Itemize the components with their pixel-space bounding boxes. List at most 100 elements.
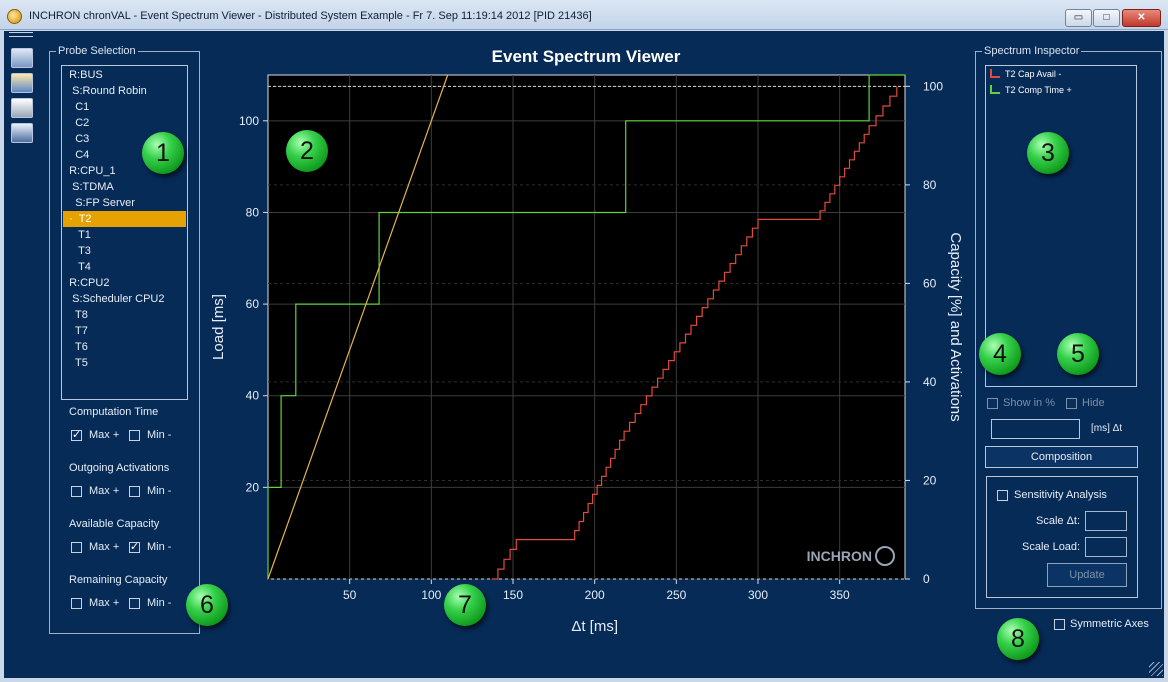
app-icon: [7, 9, 22, 24]
inspector-item-label: T2 Comp Time +: [1005, 85, 1072, 95]
save-icon[interactable]: [11, 73, 33, 93]
y2-tick-label: 0: [923, 572, 930, 586]
remaining-capacity-label: Remaining Capacity: [69, 574, 168, 586]
inchron-logo-icon: [875, 546, 895, 566]
y2-tick-label: 20: [923, 473, 937, 487]
series-line: [491, 86, 898, 580]
print-icon[interactable]: [11, 98, 33, 118]
probe-tree[interactable]: R:BUS S:Round Robin C1 C2 C3 C4 R:CPU_1 …: [61, 65, 188, 400]
symmetric-axes-checkbox[interactable]: [1054, 619, 1065, 630]
inspector-item-label: T2 Cap Avail -: [1005, 69, 1062, 79]
y-tick-label: 40: [246, 389, 260, 403]
y2-axis-label: Capacity [%] and Activations: [947, 232, 964, 421]
callout-marker-1: 1: [142, 132, 184, 174]
probe-item[interactable]: T7: [63, 325, 88, 337]
spectrum-inspector-legend: Spectrum Inspector: [984, 45, 1080, 57]
show-in-percent-checkbox[interactable]: [987, 398, 998, 409]
probe-item[interactable]: S:Scheduler CPU2: [63, 293, 165, 305]
computation-time-max-checkbox[interactable]: [71, 428, 82, 441]
series-line: [267, 74, 905, 579]
event-spectrum-chart[interactable]: 50 100 150 200 250 300 350 20 40 60 80 100 0 20 40 60 80…: [209, 67, 967, 640]
minimize-button[interactable]: ▭: [1065, 9, 1092, 27]
series-line: [267, 74, 449, 580]
resize-grip[interactable]: [1149, 662, 1163, 676]
available-capacity-min-label: Min -: [147, 541, 172, 553]
remaining-capacity-max-checkbox[interactable]: [71, 598, 82, 609]
callout-marker-3: 3: [1027, 132, 1069, 174]
x-tick-label: 250: [666, 588, 686, 602]
show-in-percent-label: Show in %: [1003, 397, 1055, 409]
probe-item[interactable]: S:FP Server: [63, 197, 135, 209]
inchron-watermark: INCHRON: [807, 548, 872, 564]
probe-item[interactable]: S:TDMA: [63, 181, 114, 193]
probe-item[interactable]: R:CPU2: [63, 277, 110, 289]
probe-item[interactable]: T4: [63, 261, 91, 273]
hide-checkbox[interactable]: [1066, 398, 1077, 409]
y2-tick-label: 40: [923, 375, 937, 389]
callout-marker-7: 7: [444, 584, 486, 626]
toolbar-grip[interactable]: [9, 32, 33, 37]
scale-load-input[interactable]: [1085, 537, 1127, 557]
red-series-swatch-icon: [990, 69, 1000, 78]
available-capacity-min-checkbox[interactable]: [129, 540, 140, 553]
available-capacity-max-label: Max +: [89, 541, 120, 553]
composition-button[interactable]: Composition: [985, 446, 1138, 468]
y-tick-label: 60: [246, 297, 260, 311]
probe-item[interactable]: S:Round Robin: [63, 85, 147, 97]
y-tick-label: 80: [246, 205, 260, 219]
available-capacity-max-checkbox[interactable]: [71, 542, 82, 553]
sensitivity-analysis-label: Sensitivity Analysis: [1014, 489, 1107, 501]
callout-marker-6: 6: [186, 584, 228, 626]
outgoing-activations-max-checkbox[interactable]: [71, 486, 82, 497]
outgoing-activations-min-checkbox[interactable]: [129, 486, 140, 497]
computation-time-label: Computation Time: [69, 406, 159, 418]
title-bar: INCHRON chronVAL - Event Spectrum Viewer…: [0, 0, 1168, 30]
y-tick-label: 100: [239, 114, 259, 128]
x-tick-label: 200: [585, 588, 605, 602]
probe-item[interactable]: C1: [63, 101, 90, 113]
callout-marker-8: 8: [997, 618, 1039, 660]
delta-t-unit-label: [ms] Δt: [1091, 423, 1123, 434]
probe-item[interactable]: T3: [63, 245, 91, 257]
scale-dt-label: Scale Δt:: [1036, 515, 1081, 527]
scale-dt-input[interactable]: [1085, 511, 1127, 531]
close-button[interactable]: ✕: [1122, 9, 1161, 27]
update-button[interactable]: Update: [1047, 563, 1127, 587]
window-title: INCHRON chronVAL - Event Spectrum Viewer…: [29, 10, 592, 22]
plot-area: [267, 74, 906, 580]
callout-marker-4: 4: [979, 333, 1021, 375]
probe-item[interactable]: R:CPU_1: [63, 165, 116, 177]
callout-marker-2: 2: [286, 130, 328, 172]
computation-time-min-checkbox[interactable]: [129, 430, 140, 441]
probe-item[interactable]: T5: [63, 357, 88, 369]
y2-tick-label: 60: [923, 276, 937, 290]
inspector-item-cap-avail[interactable]: T2 Cap Avail -: [990, 67, 1061, 82]
probe-selection-group: Probe Selection: [49, 45, 200, 634]
inspector-item-comp-time[interactable]: T2 Comp Time +: [990, 83, 1072, 98]
probe-item[interactable]: · T2: [63, 211, 186, 227]
spectrum-inspector-list[interactable]: T2 Cap Avail - T2 Comp Time +: [985, 65, 1137, 387]
y2-tick-label: 100: [923, 79, 943, 93]
probe-item[interactable]: R:BUS: [63, 69, 103, 81]
probe-item[interactable]: C4: [63, 149, 90, 161]
x-axis-label: Δt [ms]: [571, 618, 618, 635]
x-tick-label: 100: [421, 588, 441, 602]
open-icon[interactable]: [11, 48, 33, 68]
probe-item[interactable]: T6: [63, 341, 88, 353]
probe-item[interactable]: T1: [63, 229, 91, 241]
x-tick-label: 150: [503, 588, 523, 602]
sensitivity-analysis-checkbox[interactable]: [997, 490, 1008, 501]
probe-selection-legend: Probe Selection: [58, 45, 136, 57]
y-axis-label: Load [ms]: [210, 294, 227, 360]
probe-item[interactable]: C3: [63, 133, 90, 145]
probe-item[interactable]: T8: [63, 309, 88, 321]
chart-title: Event Spectrum Viewer: [491, 47, 681, 66]
remaining-capacity-min-label: Min -: [147, 597, 172, 609]
delta-t-input[interactable]: [991, 419, 1080, 439]
report-icon[interactable]: [11, 123, 33, 143]
maximize-button[interactable]: □: [1093, 9, 1120, 27]
probe-item[interactable]: C2: [63, 117, 90, 129]
scale-load-label: Scale Load:: [1022, 541, 1081, 553]
remaining-capacity-min-checkbox[interactable]: [129, 598, 140, 609]
x-tick-label: 50: [343, 588, 357, 602]
